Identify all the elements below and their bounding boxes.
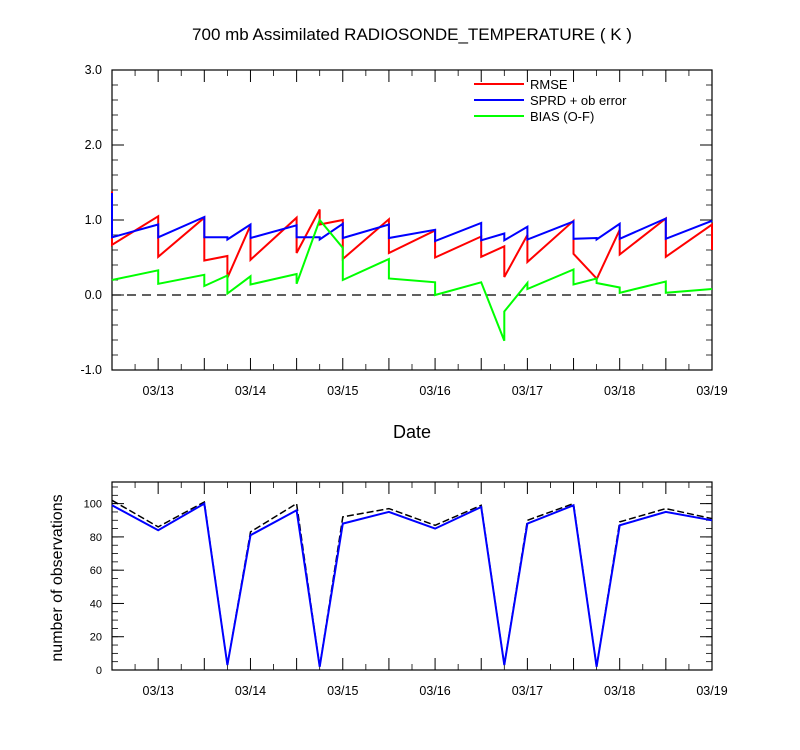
x-tick-label-1: 03/13 bbox=[143, 684, 174, 698]
x-tick-label-1: 03/18 bbox=[604, 684, 635, 698]
y-tick-label-1: 60 bbox=[90, 565, 102, 577]
x-tick-label-0: 03/13 bbox=[143, 384, 174, 398]
series-line-bias-o-f bbox=[111, 218, 713, 342]
x-tick-label-0: 03/15 bbox=[327, 384, 358, 398]
x-tick-label-0: 03/18 bbox=[604, 384, 635, 398]
x-tick-label-0: 03/14 bbox=[235, 384, 266, 398]
y-tick-label-1: 100 bbox=[84, 499, 102, 511]
x-tick-label-0: 03/19 bbox=[696, 384, 727, 398]
series-line-used bbox=[111, 501, 713, 667]
x-tick-label-1: 03/15 bbox=[327, 684, 358, 698]
x-tick-label-0: 03/17 bbox=[512, 384, 543, 398]
x-tick-label-0: 03/16 bbox=[419, 384, 450, 398]
x-tick-label-1: 03/14 bbox=[235, 684, 266, 698]
y-tick-label-0: -1.0 bbox=[80, 363, 102, 377]
series-line-sprd-ob-error bbox=[111, 193, 713, 243]
x-tick-label-1: 03/16 bbox=[419, 684, 450, 698]
y-axis-label-observations: number of observations bbox=[49, 494, 66, 661]
y-tick-label-0: 1.0 bbox=[85, 213, 102, 227]
y-tick-label-1: 40 bbox=[90, 598, 102, 610]
bottom-plot: 0 20 40 60 80 100 03/13 03/14 03/15 03/16 03/17 03/… bbox=[84, 481, 728, 698]
legend-label-sprd-ob-error: SPRD + ob error bbox=[530, 93, 627, 108]
y-tick-label-1: 20 bbox=[90, 632, 102, 644]
x-tick-label-1: 03/17 bbox=[512, 684, 543, 698]
y-tick-label-1: 80 bbox=[90, 532, 102, 544]
x-tick-label-1: 03/19 bbox=[696, 684, 727, 698]
y-tick-label-1: 0 bbox=[96, 665, 102, 677]
x-axis-label: Date bbox=[393, 422, 431, 442]
y-tick-label-0: 2.0 bbox=[85, 138, 102, 152]
y-tick-label-0: 0.0 bbox=[85, 288, 102, 302]
y-tick-label-0: 3.0 bbox=[85, 63, 102, 77]
plot-frame-1 bbox=[111, 481, 713, 671]
legend-label-bias-o-f: BIAS (O-F) bbox=[530, 109, 594, 124]
chart-title: 700 mb Assimilated RADIOSONDE_TEMPERATUR… bbox=[192, 25, 632, 44]
series-line-rmse bbox=[111, 191, 713, 280]
legend-label-rmse: RMSE bbox=[530, 77, 568, 92]
top-plot: -1.0 0.0 1.0 2.0 3.0 03/13 03/14 03/15 03/16 03/1… bbox=[80, 63, 727, 398]
